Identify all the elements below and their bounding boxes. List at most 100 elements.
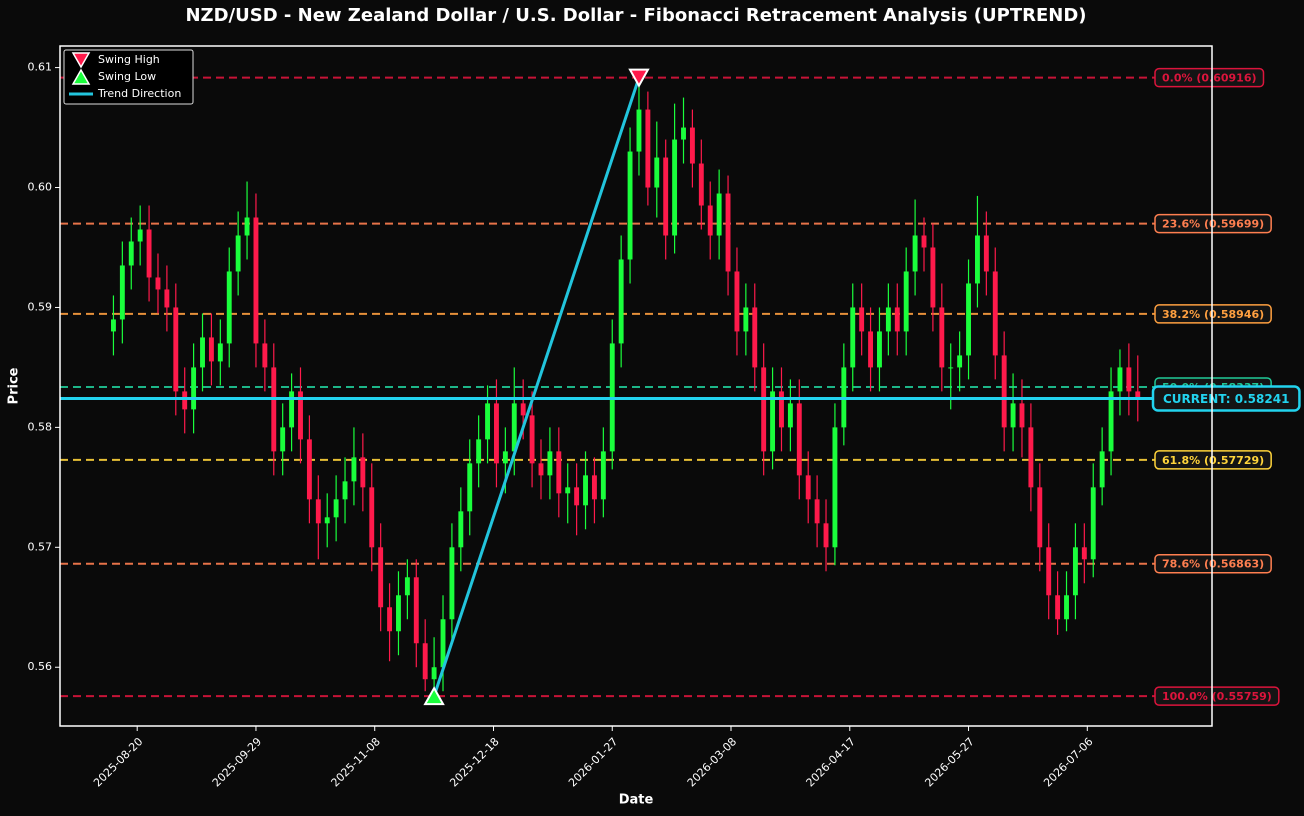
candle-body [1001,355,1007,428]
candle-body [761,367,767,452]
candle-body [814,499,820,524]
candle-body [511,403,517,452]
legend-label: Swing Low [98,70,156,83]
candle-body [413,577,419,644]
candle-body [894,307,900,332]
candle-body [912,235,918,272]
y-tick-label: 0.57 [28,540,53,553]
candle-body [992,271,998,356]
candle-body [155,277,161,290]
candle-body [868,331,874,368]
x-axis-label: Date [619,793,654,808]
candle-body [1028,427,1034,488]
candle-body [128,241,134,266]
candle-body [654,157,660,188]
y-axis-label: Price [7,367,22,404]
candle-body [360,457,366,488]
candle-body [770,391,776,452]
candle-body [200,337,205,368]
fib-label: 100.0% (0.55759) [1162,690,1272,703]
swing-high-marker [628,68,650,88]
candle-body [306,439,312,500]
candle-body [983,235,989,272]
swing-low-marker [423,686,445,706]
candle-body [298,391,303,440]
candle-body [485,403,490,440]
candle-body [208,337,214,362]
legend-label: Trend Direction [97,87,181,100]
fib-label-box [1154,686,1280,706]
candle-body [743,307,749,332]
candle-body [1064,595,1069,620]
candle-body [1126,367,1132,392]
candle-body [1055,595,1061,620]
candle-body [458,511,464,548]
candle-body [779,391,784,428]
candle-body [538,463,544,476]
candle-body [1046,547,1052,596]
candle-body [262,343,268,368]
candle-body [1135,391,1141,399]
candle-body [796,403,802,476]
y-tick-label: 0.58 [28,420,53,433]
candle-body [689,127,695,164]
candle-body [966,283,971,356]
fib-label: 38.2% (0.58946) [1162,308,1264,321]
candle-body [663,157,669,236]
y-tick-label: 0.59 [28,300,53,313]
candle-body [378,547,384,608]
legend-swing-high-key [71,52,91,69]
legend-swing-low-key [71,68,91,85]
candle-body [948,367,954,369]
y-tick-label: 0.56 [28,660,53,673]
candle-body [315,499,321,524]
candle-body [903,271,909,332]
candle-body [244,217,250,236]
candle-body [182,391,188,410]
fib-label-box [1154,213,1272,234]
y-tick-label: 0.60 [28,181,53,194]
legend-label: Swing High [98,53,160,66]
candle-body [859,307,865,332]
candle-body [351,457,357,482]
candle-body [110,319,116,332]
candle-body [672,139,678,236]
candle-body [1117,367,1123,392]
candle-body [333,499,339,518]
candle-body [1019,403,1025,428]
candle-body [217,343,223,362]
candle-body [476,439,482,464]
candle-body [449,547,455,620]
candle-body [618,259,624,344]
candle-body [832,427,838,548]
fib-label: 61.8% (0.57729) [1162,454,1264,467]
candle-body [280,427,286,452]
candle-body [369,487,375,548]
chart-title: NZD/USD - New Zealand Dollar / U.S. Doll… [185,5,1086,26]
candle-body [422,643,428,680]
candle-body [716,193,722,236]
candle-body [1081,547,1087,560]
candle-body [226,271,232,344]
candle-body [431,667,437,680]
candle-body [404,577,410,596]
candle-body [921,235,927,248]
candle-body [164,289,170,308]
candle-body [529,415,535,464]
candle-body [1010,403,1016,428]
candle-body [681,127,686,140]
current-label: CURRENT: 0.58241 [1163,392,1289,406]
candle-body [1108,391,1114,452]
candle-body [235,235,241,272]
candle-body [1037,487,1043,548]
candle-body [289,391,295,428]
fib-label: 23.6% (0.59699) [1162,218,1264,231]
candle-body [645,109,651,188]
candle-body [787,403,793,428]
fib-label: 0.0% (0.60916) [1162,72,1257,85]
candle-body [707,205,713,236]
fib-label-box [1154,67,1265,88]
fib-label: 78.6% (0.56863) [1162,558,1264,571]
